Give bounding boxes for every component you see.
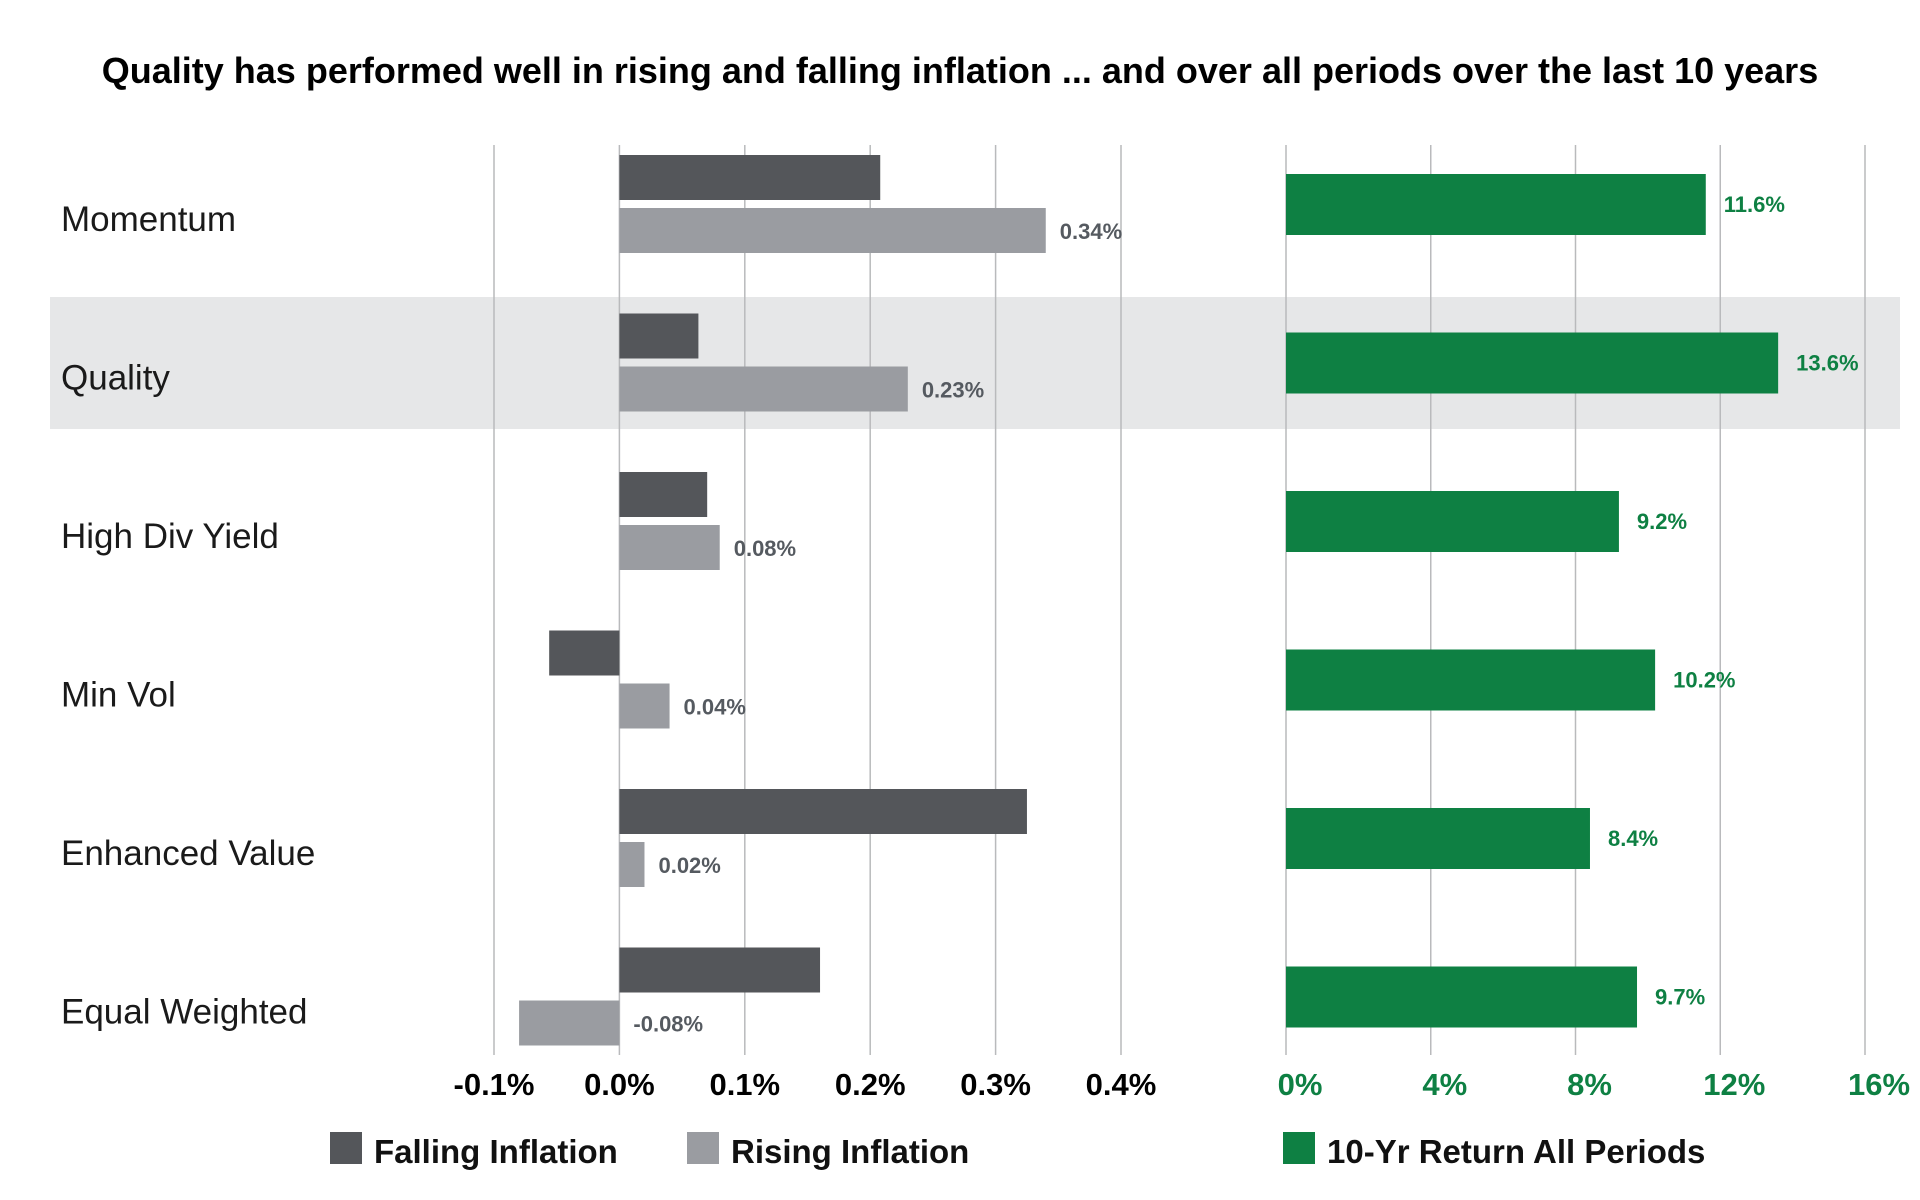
x-tick-right-8: 8% xyxy=(1567,1067,1612,1102)
bar-10yr-return-enhanced-value xyxy=(1286,808,1590,869)
legend-label-rising-inflation: Rising Inflation xyxy=(731,1133,969,1170)
x-tick-left-0-4: 0.4% xyxy=(1086,1067,1157,1102)
category-label-enhanced-value: Enhanced Value xyxy=(61,834,315,873)
legend-label-falling-inflation: Falling Inflation xyxy=(374,1133,618,1170)
data-label-10yr-return-high-div-yield: 9.2% xyxy=(1637,509,1687,534)
category-label-equal-weighted: Equal Weighted xyxy=(61,993,307,1032)
grid-left xyxy=(493,145,1122,1055)
category-label-momentum: Momentum xyxy=(61,200,236,239)
data-label-rising-inflation-momentum: 0.34% xyxy=(1060,219,1122,244)
chart-title: Quality has performed well in rising and… xyxy=(102,50,1818,91)
x-tick-left-0-3: 0.3% xyxy=(960,1067,1031,1102)
inflation-bars: 0.34% 0.23% 0.08% 0.04% 0.02% -0.08% xyxy=(519,155,1122,1046)
data-label-10yr-return-quality: 13.6% xyxy=(1796,351,1858,376)
category-label-quality: Quality xyxy=(61,359,170,398)
bar-rising-inflation-enhanced-value xyxy=(619,842,645,887)
data-label-10yr-return-equal-weighted: 9.7% xyxy=(1655,985,1705,1010)
data-label-10yr-return-momentum: 11.6% xyxy=(1724,192,1785,217)
bar-rising-inflation-quality xyxy=(619,366,908,412)
x-tick-right-16: 16% xyxy=(1848,1067,1910,1102)
bar-falling-inflation-enhanced-value xyxy=(619,789,1027,834)
x-axis-ticks-left: -0.1% 0.0% 0.1% 0.2% 0.3% 0.4% xyxy=(454,1067,1157,1102)
category-label-high-div-yield: High Div Yield xyxy=(61,517,279,556)
bar-rising-inflation-equal-weighted xyxy=(519,1000,620,1046)
bar-10yr-return-momentum xyxy=(1286,174,1706,235)
legend-swatch-10-yr-return-all-periods xyxy=(1283,1132,1315,1164)
bar-rising-inflation-momentum xyxy=(619,208,1046,253)
data-label-rising-inflation-high-div-yield: 0.08% xyxy=(734,536,796,561)
legend-swatch-falling-inflation xyxy=(330,1132,362,1164)
data-label-10yr-return-min-vol: 10.2% xyxy=(1673,668,1735,693)
bar-falling-inflation-equal-weighted xyxy=(619,947,821,993)
bar-10yr-return-min-vol xyxy=(1286,649,1656,711)
legend-swatch-rising-inflation xyxy=(687,1132,719,1164)
x-tick-right-12: 12% xyxy=(1703,1067,1765,1102)
return-bars: 11.6% 13.6% 9.2% 10.2% 8.4% 9.7% xyxy=(1286,174,1859,1028)
category-labels: Momentum Quality High Div Yield Min Vol Enha… xyxy=(61,200,315,1032)
bar-rising-inflation-high-div-yield xyxy=(619,525,720,570)
legend: Falling Inflation Rising Inflation 10-Yr R… xyxy=(330,1132,1705,1170)
legend-label-10-yr-return-all-periods: 10-Yr Return All Periods xyxy=(1327,1133,1705,1170)
bar-falling-inflation-quality xyxy=(619,313,699,359)
bar-rising-inflation-min-vol xyxy=(619,683,670,729)
data-label-rising-inflation-min-vol: 0.04% xyxy=(684,695,746,720)
data-label-10yr-return-enhanced-value: 8.4% xyxy=(1608,826,1658,851)
data-label-rising-inflation-enhanced-value: 0.02% xyxy=(658,853,720,878)
x-tick-left-0-1: -0.1% xyxy=(454,1067,535,1102)
bar-falling-inflation-min-vol xyxy=(549,630,620,676)
bar-10yr-return-equal-weighted xyxy=(1286,966,1638,1028)
x-tick-left-0-2: 0.2% xyxy=(835,1067,906,1102)
bar-falling-inflation-momentum xyxy=(619,155,881,200)
bar-10yr-return-quality xyxy=(1286,332,1779,394)
x-tick-right-4: 4% xyxy=(1422,1067,1467,1102)
x-tick-left-0-0: 0.0% xyxy=(584,1067,655,1102)
data-label-rising-inflation-quality: 0.23% xyxy=(922,378,984,403)
category-label-min-vol: Min Vol xyxy=(61,676,176,715)
x-tick-left-0-1: 0.1% xyxy=(709,1067,780,1102)
bar-10yr-return-high-div-yield xyxy=(1286,491,1619,552)
x-axis-ticks-right: 0% 4% 8% 12% 16% xyxy=(1278,1067,1910,1102)
data-label-rising-inflation-equal-weighted: -0.08% xyxy=(633,1012,703,1037)
grid-right xyxy=(1285,145,1866,1055)
bar-falling-inflation-high-div-yield xyxy=(619,472,708,517)
x-tick-right-0: 0% xyxy=(1278,1067,1323,1102)
